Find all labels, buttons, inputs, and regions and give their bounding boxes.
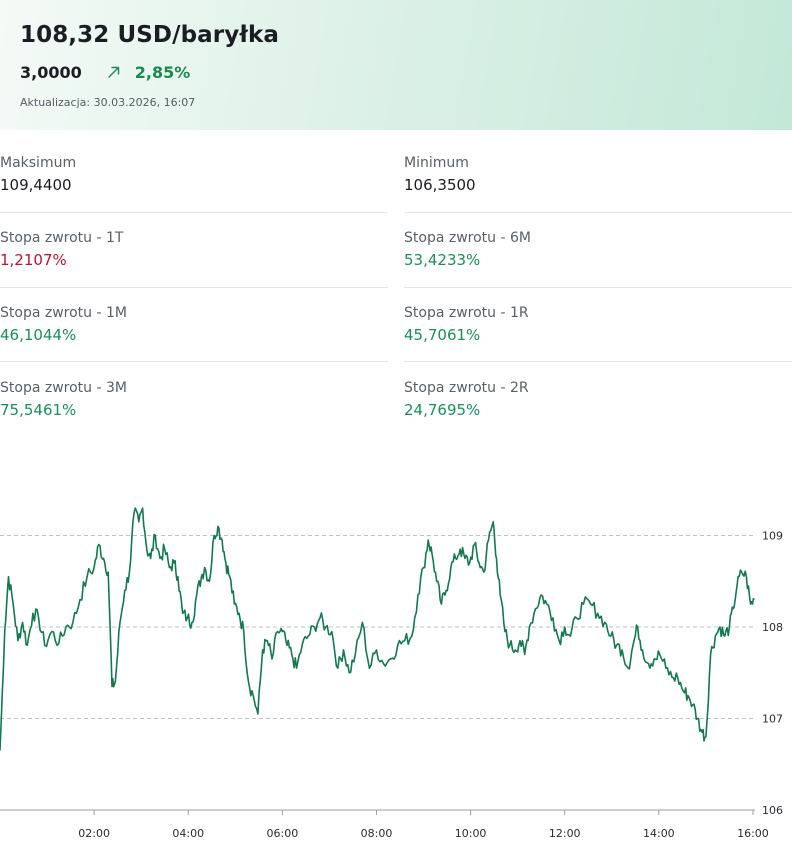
x-tick-label: 10:00 — [455, 827, 487, 840]
quote-header: 108,32 USD/baryłka 3,0000 2,85% Aktualiz… — [0, 0, 792, 130]
stat-return-6m: Stopa zwrotu - 6M 53,4233% — [404, 229, 792, 270]
stat-label: Minimum — [404, 155, 469, 171]
change-row: 3,0000 2,85% — [20, 62, 190, 82]
stat-return-3m: Stopa zwrotu - 3M 75,5461% — [0, 379, 388, 420]
y-tick-label: 106 — [762, 804, 783, 817]
x-tick-label: 02:00 — [78, 827, 110, 840]
y-tick-label: 109 — [762, 530, 783, 543]
stat-label: Stopa zwrotu - 1T — [0, 230, 124, 246]
stat-value: 45,7061% — [404, 326, 481, 344]
price-title: 108,32 USD/baryłka — [20, 22, 279, 48]
arrow-up-right-icon — [108, 66, 119, 78]
update-timestamp: Aktualizacja: 30.03.2026, 16:07 — [20, 96, 196, 109]
divider — [404, 212, 792, 213]
stat-minimum: Minimum 106,3500 — [404, 154, 792, 195]
price-chart-svg[interactable]: 106 107 108 109 02:00 04:00 06:00 08:00 10:00 12:… — [0, 490, 792, 865]
stat-label: Stopa zwrotu - 1R — [404, 305, 529, 321]
stat-value: 109,4400 — [0, 176, 72, 194]
stat-label: Maksimum — [0, 155, 77, 171]
stat-value: 75,5461% — [0, 401, 77, 419]
stat-return-2r: Stopa zwrotu - 2R 24,7695% — [404, 379, 792, 420]
x-tick-label: 04:00 — [172, 827, 204, 840]
stat-label: Stopa zwrotu - 3M — [0, 380, 127, 396]
stat-value: 24,7695% — [404, 401, 481, 419]
x-tick-label: 06:00 — [267, 827, 299, 840]
change-percent: 2,85% — [134, 62, 191, 82]
x-tick-label: 16:00 — [737, 827, 769, 840]
price-line — [0, 507, 755, 751]
stat-value: 106,3500 — [404, 176, 476, 194]
divider — [404, 361, 792, 362]
x-tick-label: 14:00 — [643, 827, 675, 840]
divider — [0, 287, 388, 288]
stat-label: Stopa zwrotu - 2R — [404, 380, 529, 396]
stat-maximum: Maksimum 109,4400 — [0, 154, 388, 195]
divider — [0, 212, 388, 213]
y-tick-label: 107 — [762, 713, 783, 726]
divider — [0, 361, 388, 362]
divider — [404, 287, 792, 288]
stat-value: 1,2107% — [0, 251, 67, 269]
stat-return-1m: Stopa zwrotu - 1M 46,1044% — [0, 304, 388, 345]
change-absolute: 3,0000 — [20, 62, 82, 82]
stat-return-1t: Stopa zwrotu - 1T 1,2107% — [0, 229, 388, 270]
x-tick-label: 08:00 — [361, 827, 393, 840]
stat-label: Stopa zwrotu - 6M — [404, 230, 531, 246]
price-chart[interactable]: 106 107 108 109 02:00 04:00 06:00 08:00 10:00 12:… — [0, 490, 792, 865]
stat-value: 53,4233% — [404, 251, 481, 269]
stat-label: Stopa zwrotu - 1M — [0, 305, 127, 321]
x-tick-label: 12:00 — [549, 827, 581, 840]
y-tick-label: 108 — [762, 621, 783, 634]
stat-return-1r: Stopa zwrotu - 1R 45,7061% — [404, 304, 792, 345]
stat-value: 46,1044% — [0, 326, 77, 344]
